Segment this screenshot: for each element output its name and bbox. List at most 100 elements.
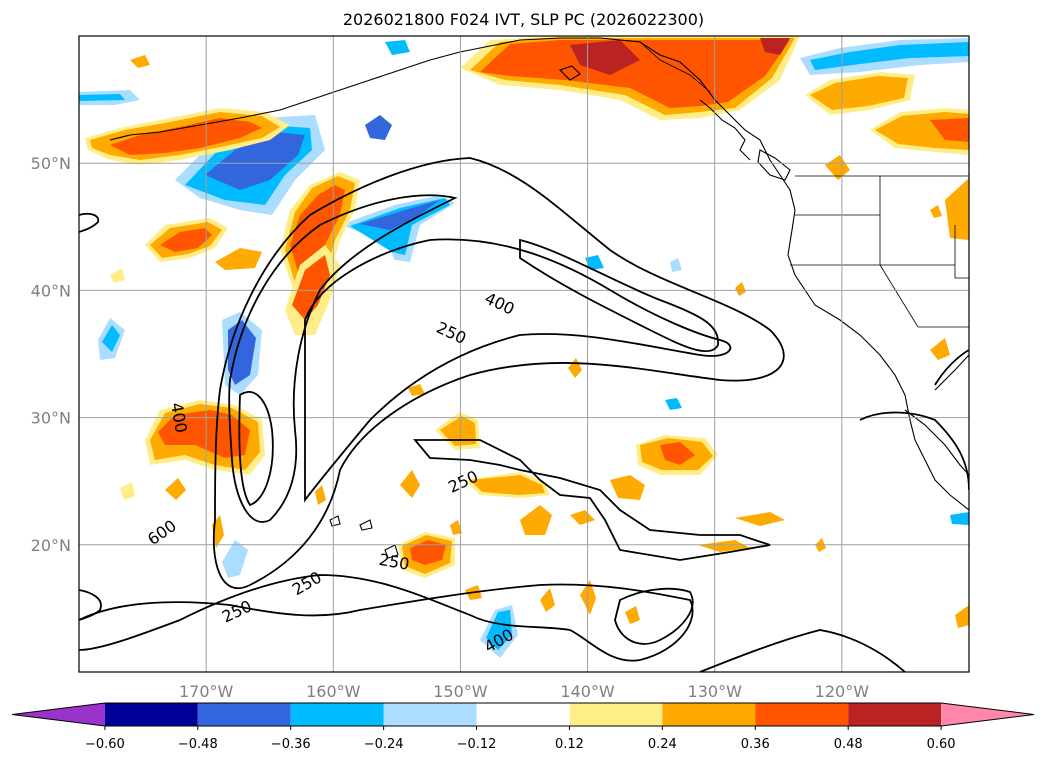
pos-anomaly-small-west-2 (215, 248, 262, 270)
colorbar-swatch-7 (662, 703, 756, 726)
pos-anomaly-mid-band-25n (470, 475, 545, 495)
contours (79, 157, 969, 672)
neg-anomaly-tiny-2 (585, 255, 604, 270)
coast-vancouver-island (757, 149, 791, 181)
colorbar-swatch-9 (848, 703, 942, 726)
pos-anomaly-small-23 (450, 520, 462, 535)
lat-label-3: 50°N (31, 154, 71, 173)
lon-label-1: 160°W (306, 682, 361, 701)
contour-250-west-edge-2 (79, 589, 102, 621)
lat-label-0: 20°N (31, 536, 71, 555)
pos-anomaly-core-west (160, 228, 212, 252)
neg-anomaly-tiny-1 (665, 398, 682, 410)
colorbar-swatch-3 (290, 703, 384, 726)
contour-250-outer (212, 157, 785, 589)
colorbar-swatch-2 (197, 703, 291, 726)
pos-anomaly-small-4 (735, 512, 785, 526)
lon-label-4: 130°W (688, 682, 743, 701)
contour-400-east (519, 238, 719, 353)
pos-anomaly-small-11 (955, 605, 969, 628)
colorbar-label-2: −0.36 (271, 737, 311, 752)
latitude-labels: 20°N 30°N 40°N 50°N (31, 154, 71, 555)
neg-anomaly-east-edge (950, 512, 969, 525)
colorbar-label-7: 0.36 (741, 737, 770, 752)
neg-anomaly-nw-corner (385, 40, 410, 55)
pos-anomaly-small-19 (735, 282, 746, 296)
neg-anomaly-ne-core (810, 42, 969, 70)
coast-us-west (787, 209, 916, 441)
pos-anomaly-small-24 (930, 205, 942, 218)
map-title: 2026021800 F024 IVT, SLP PC (2026022300) (342, 10, 705, 29)
pos-anomaly-core-hawaii-east (410, 540, 446, 565)
pos-anomaly-mid-coast-ne-1 (810, 76, 908, 110)
pos-anomaly-core-coast-ne-2 (930, 118, 969, 142)
contour-250-east-coast (859, 411, 969, 491)
lat-label-1: 30°N (31, 409, 71, 428)
pos-anomaly-small-2 (610, 475, 645, 500)
colorbar-label-9: 0.60 (927, 737, 956, 752)
pos-anomaly-core-subtrop-west (158, 410, 250, 458)
coast-bc-islands (699, 99, 751, 161)
pos-anomaly-core-ne-coast (480, 40, 790, 108)
colorbar-label-4: −0.12 (457, 737, 497, 752)
border-state-nv-ca (879, 264, 919, 328)
pos-anomaly-small-9 (930, 338, 950, 360)
neg-anomaly-core-subtrop (228, 320, 256, 385)
map-frame (78, 35, 970, 673)
pos-anomaly-core-center (440, 416, 476, 446)
pos-anomaly-small-22 (110, 268, 125, 283)
contour-250-west-edge (79, 212, 100, 233)
longitude-labels: 170°W 160°W 150°W 140°W 130°W 120°W (179, 682, 869, 701)
coast-kodiak (558, 65, 581, 81)
border-state-east (954, 225, 969, 279)
colorbar-swatch-8 (755, 703, 849, 726)
colorbar-swatch-6 (569, 703, 663, 726)
pos-anomaly-small-8 (165, 478, 186, 500)
colorbar-label-8: 0.48 (834, 737, 863, 752)
contour-250-south-band (79, 574, 694, 662)
contour-250-inner (304, 238, 732, 503)
contour-600-inner (238, 391, 274, 507)
pos-anomaly-small-3 (698, 540, 750, 552)
contour-250-south-loop (413, 439, 771, 561)
political-borders (639, 41, 969, 328)
coast-hawaii-2 (359, 519, 373, 531)
grid-lines (79, 36, 969, 672)
pos-anomaly-small-16 (315, 485, 326, 505)
coast-mexico-mainland (934, 354, 969, 391)
colorbar-swatch-4 (383, 703, 477, 726)
neg-anomaly-small-nw (365, 115, 392, 140)
neg-anomaly-west-core (79, 94, 125, 101)
neg-anomaly-west-blob-core (102, 325, 120, 352)
neg-anomaly-tiny-3 (670, 258, 682, 272)
neg-anomaly-core-jet (360, 200, 440, 230)
lon-label-5: 120°W (815, 682, 870, 701)
lat-label-2: 40°N (31, 281, 71, 300)
pos-anomaly-small-1 (520, 505, 552, 535)
pos-anomaly-core-east-30n (660, 442, 695, 465)
pos-anomaly-core-nw-band (110, 118, 262, 155)
coast-hawaii-3 (329, 515, 341, 527)
neg-anomaly-south-core (486, 610, 512, 650)
contour-south-bottom (699, 629, 906, 672)
colorbar-label-5: 0.12 (555, 737, 584, 752)
colorbar-swatch-0 (12, 703, 105, 726)
lon-label-2: 150°W (433, 682, 488, 701)
pos-anomaly-small-12 (570, 510, 595, 525)
lon-label-0: 170°W (179, 682, 234, 701)
colorbar-swatch-10 (941, 703, 1034, 726)
pos-anomaly-small-5 (400, 470, 420, 498)
pos-anomaly-small-25 (625, 606, 640, 624)
pos-anomaly-small-10 (825, 155, 850, 180)
pos-anomaly-small-14 (408, 384, 425, 396)
neg-anomaly-hawaii (222, 540, 248, 578)
coast-hawaii-1 (384, 544, 399, 559)
coast-gulf-ca (904, 409, 969, 476)
border-alaska-bc (639, 41, 711, 93)
colorbar-label-0: −0.60 (85, 737, 125, 752)
contour-400-arc (228, 194, 458, 523)
coast-baja (914, 439, 969, 511)
neg-anomaly-core-pacific-nw (205, 132, 305, 190)
contour-400-south-loop (614, 587, 694, 645)
